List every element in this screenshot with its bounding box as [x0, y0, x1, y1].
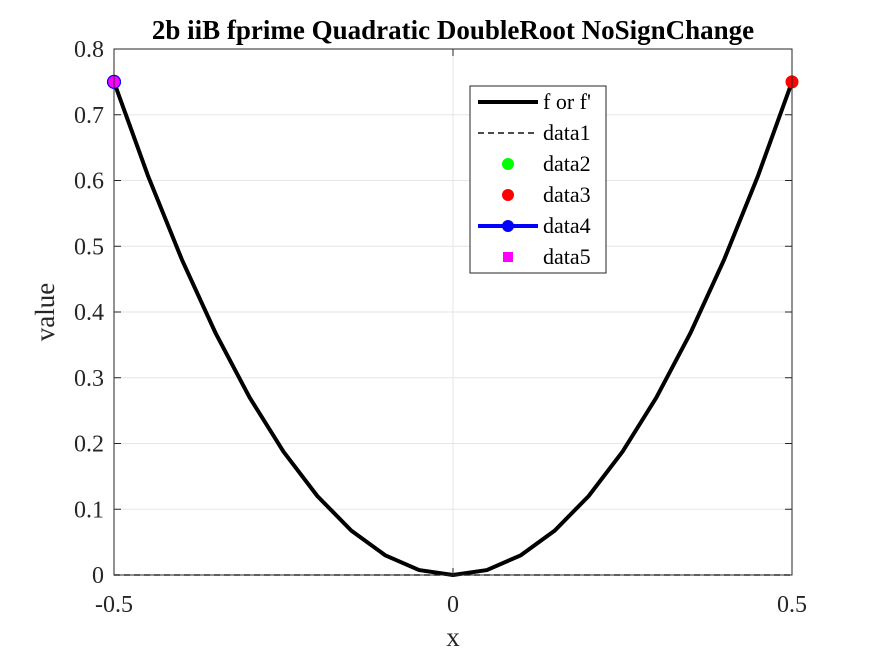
legend: f or f' data1 data2 data3 data4 data5 [469, 85, 607, 274]
y-tick-label: 0.7 [74, 103, 104, 129]
y-tick-label: 0.5 [74, 234, 104, 260]
y-axis-label: value [30, 283, 60, 341]
legend-entry: data1 [478, 120, 591, 145]
legend-marker-swatch [502, 158, 514, 170]
legend-marker-swatch [503, 252, 513, 262]
x-tick-label: 0 [447, 592, 459, 618]
x-tick-label: 0.5 [777, 592, 807, 618]
legend-label: data2 [543, 151, 591, 176]
ticks: -0.5 0 0.5 0 0.1 0.2 0.3 0.4 0.5 0.6 0.7 0.8 [74, 37, 807, 618]
y-tick-label: 0.4 [74, 300, 104, 326]
chart-title: 2b iiB fprime Quadratic DoubleRoot NoSig… [152, 15, 754, 45]
legend-marker-swatch [502, 220, 514, 232]
legend-entry: data4 [478, 213, 591, 238]
y-tick-label: 0.1 [74, 497, 104, 523]
x-axis-label: x [446, 622, 460, 652]
y-tick-label: 0.2 [74, 432, 104, 458]
y-tick-label: 0.6 [74, 169, 104, 195]
legend-entry: data5 [503, 244, 591, 269]
legend-label: data3 [543, 182, 591, 207]
x-tick-label: -0.5 [95, 592, 133, 618]
legend-label: data4 [543, 213, 591, 238]
legend-label: data5 [543, 244, 591, 269]
legend-entry: data2 [502, 151, 591, 176]
y-tick-label: 0.8 [74, 37, 104, 63]
legend-marker-swatch [502, 189, 514, 201]
legend-entry: data3 [502, 182, 591, 207]
legend-label: f or f' [543, 89, 591, 114]
y-tick-label: 0 [92, 563, 104, 589]
legend-entry: f or f' [478, 89, 591, 114]
legend-box [469, 85, 607, 274]
legend-label: data1 [543, 120, 591, 145]
y-tick-label: 0.3 [74, 366, 104, 392]
